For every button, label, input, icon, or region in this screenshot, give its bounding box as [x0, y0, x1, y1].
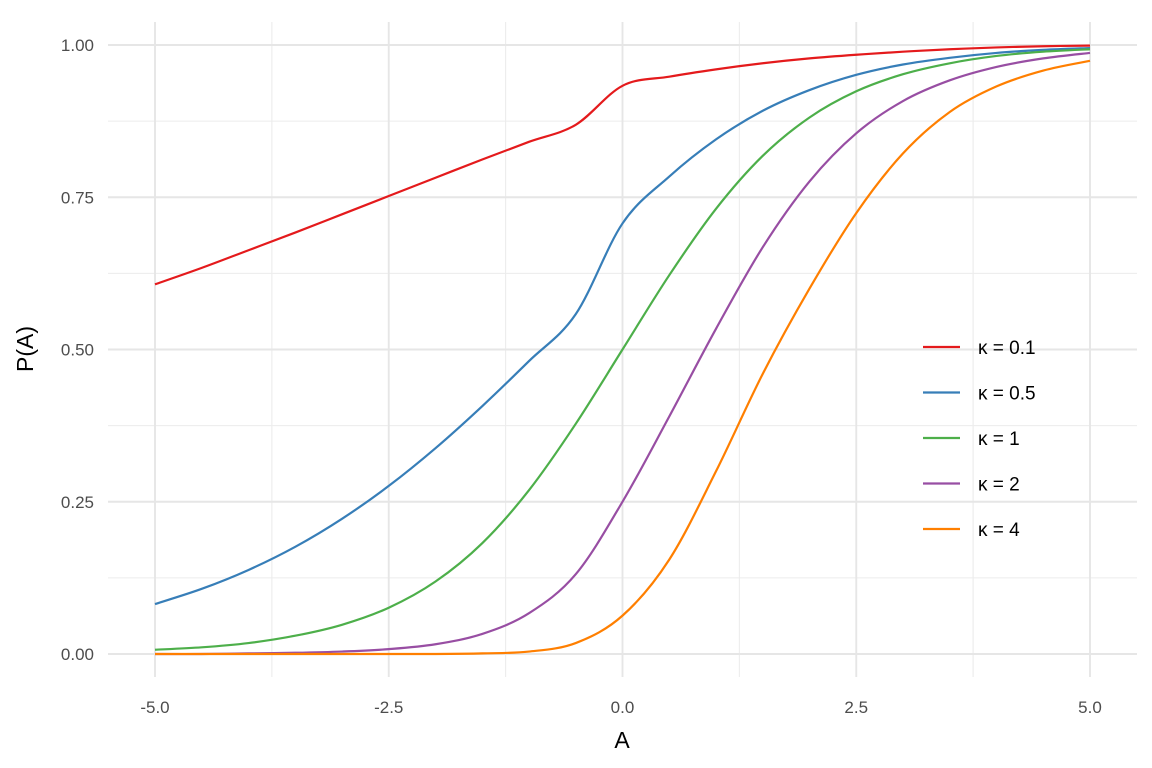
legend-label: κ = 1: [978, 429, 1020, 450]
x-axis-ticks: -5.0 -2.5 0.0 2.5 5.0: [140, 698, 1101, 717]
series-line: [155, 59, 1091, 656]
x-tick-label: -5.0: [140, 698, 169, 717]
y-tick-label: 1.00: [61, 36, 94, 55]
x-tick-label: 0.0: [611, 698, 635, 717]
series-layer: [154, 44, 1091, 656]
series-line: [154, 51, 1091, 656]
y-axis-title: P(A): [12, 326, 38, 372]
legend-label: κ = 4: [978, 520, 1020, 541]
grid-layer: [108, 22, 1137, 677]
y-axis-ticks: 0.00 0.25 0.50 0.75 1.00: [61, 36, 94, 664]
y-tick-label: 0.75: [61, 188, 94, 207]
x-tick-label: 5.0: [1078, 698, 1102, 717]
x-tick-label: -2.5: [374, 698, 403, 717]
legend-label: κ = 0.5: [978, 384, 1036, 405]
x-tick-label: 2.5: [844, 698, 868, 717]
series-line: [154, 46, 1091, 606]
y-tick-label: 0.25: [61, 493, 94, 512]
legend-label: κ = 2: [978, 475, 1020, 496]
series-line: [154, 44, 1091, 286]
legend: κ = 0.1 κ = 0.5 κ = 1 κ = 2 κ = 4: [923, 338, 1036, 541]
x-axis-title: A: [614, 727, 630, 753]
legend-label: κ = 0.1: [978, 338, 1036, 359]
y-tick-label: 0.00: [61, 645, 94, 664]
series-line: [154, 48, 1091, 651]
y-tick-label: 0.50: [61, 341, 94, 360]
